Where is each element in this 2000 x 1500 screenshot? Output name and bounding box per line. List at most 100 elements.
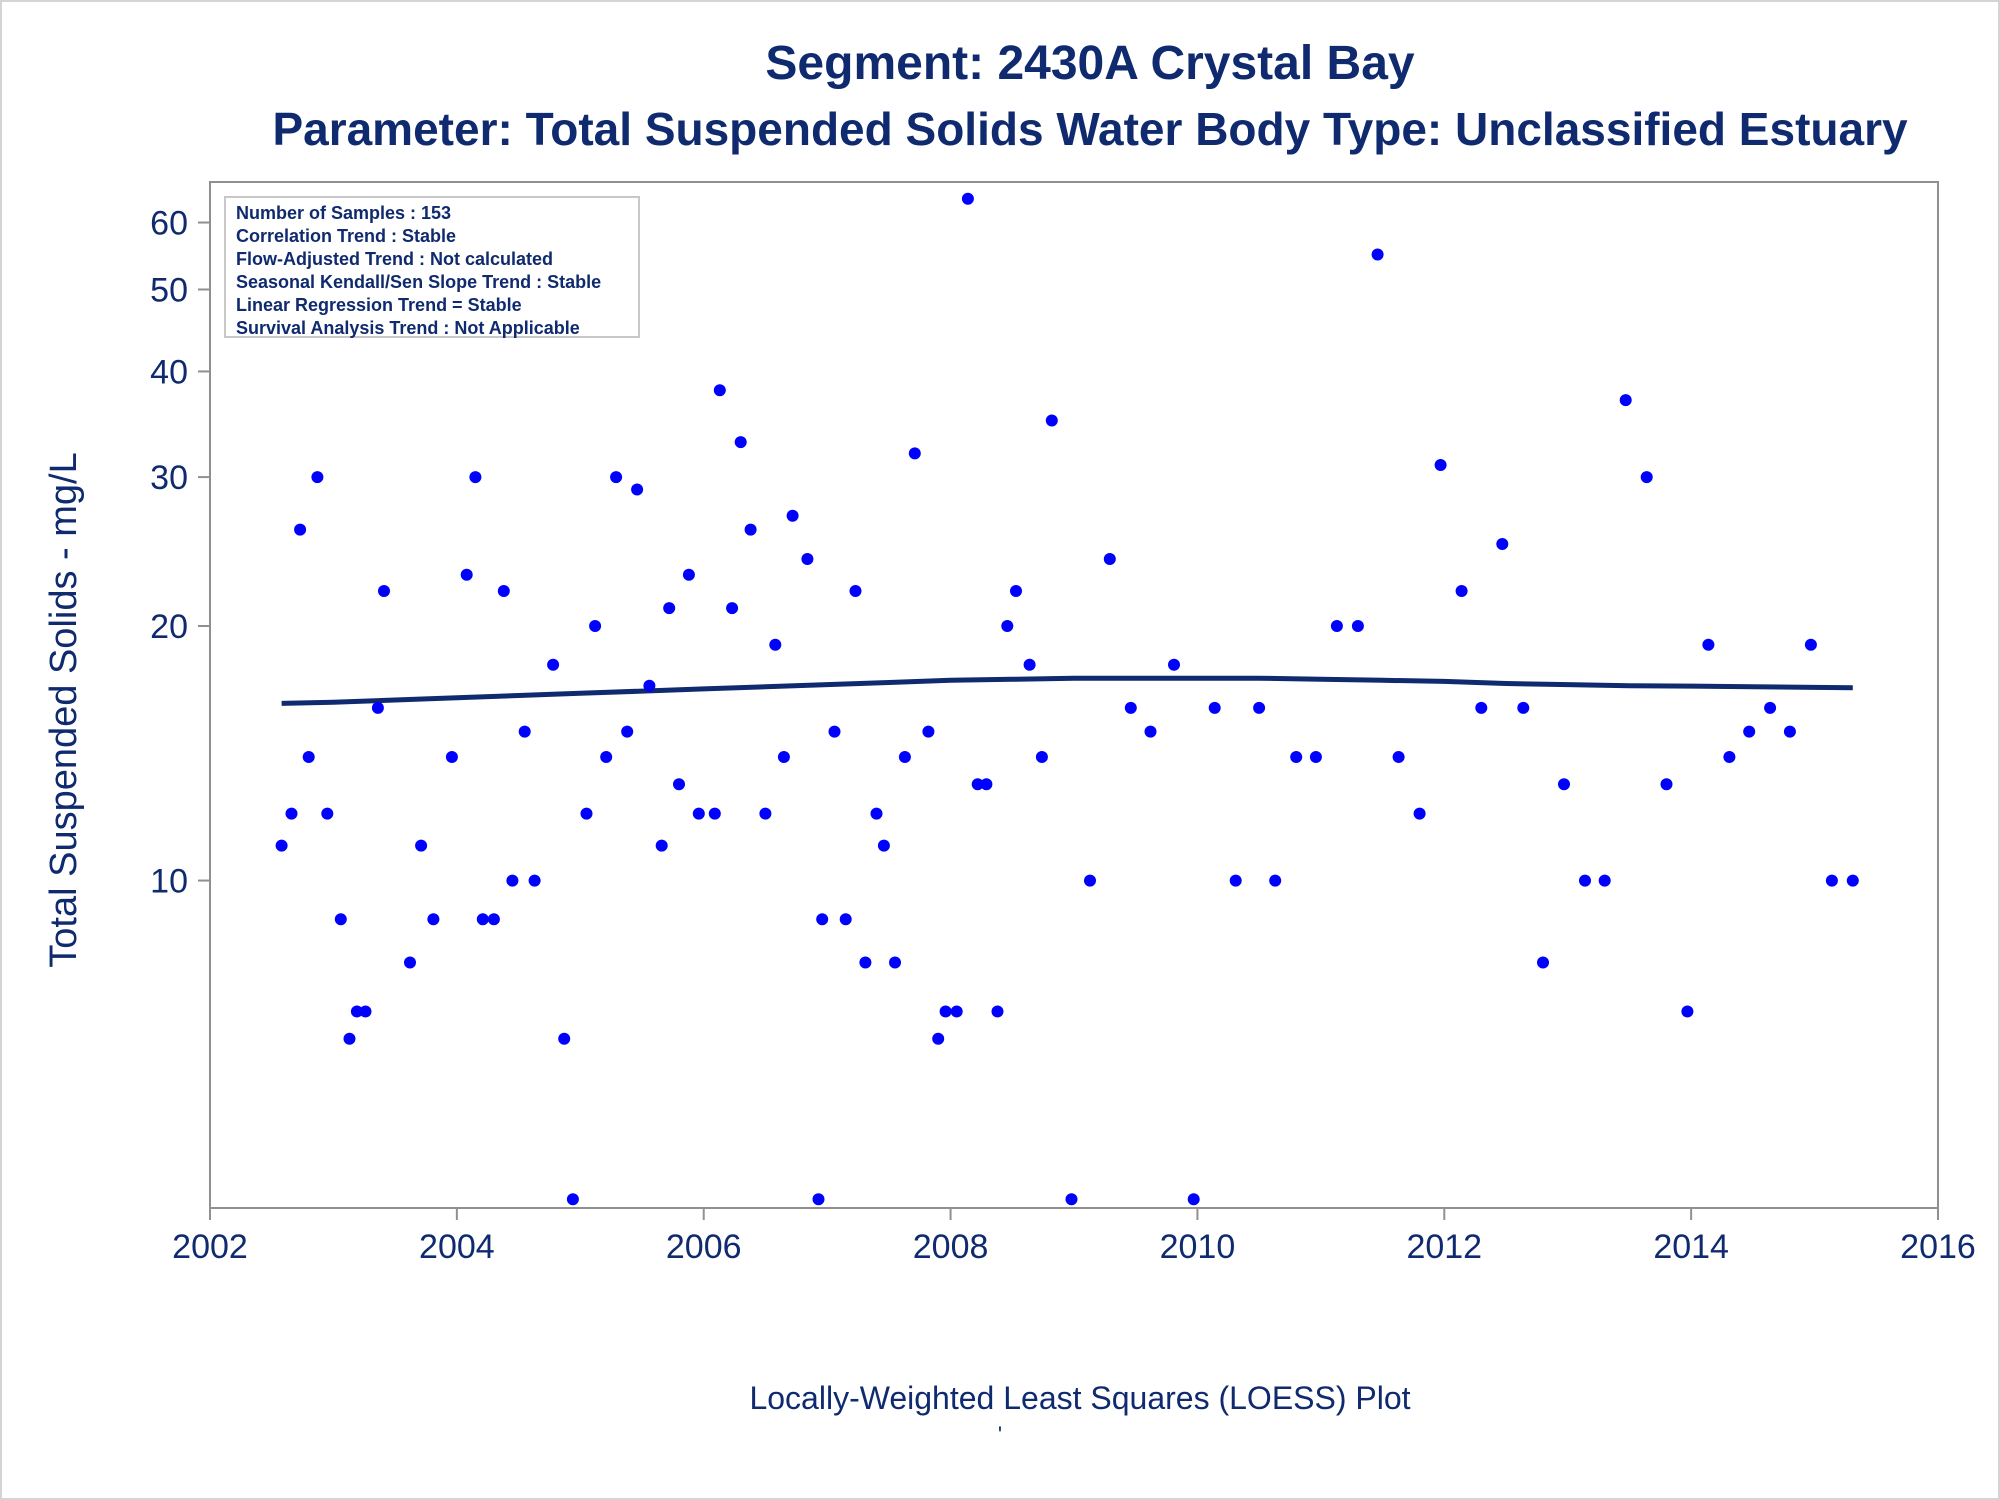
data-point-7 (343, 1032, 356, 1045)
data-point-18 (469, 471, 482, 484)
data-point-76 (1103, 553, 1116, 565)
data-point-75 (1084, 874, 1096, 887)
data-point-77 (1124, 701, 1137, 714)
data-point-61 (922, 725, 935, 738)
stat-flow-adjusted-trend: Flow-Adjusted Trend : Not calculated (236, 249, 554, 269)
data-point-66 (971, 778, 984, 791)
x-axis-label: Locally-Weighted Least Squares (LOESS) P… (749, 1380, 1411, 1416)
data-point-69 (1001, 620, 1014, 632)
data-point-98 (1558, 778, 1570, 791)
data-point-112 (1846, 874, 1859, 887)
stat-seasonal-kendall-trend: Seasonal Kendall/Sen Slope Trend : Stabl… (236, 272, 602, 292)
data-point-68 (991, 1005, 1004, 1018)
data-point-105 (1702, 638, 1715, 651)
x-tick-label-2006: 2006 (666, 1228, 742, 1266)
stat-number-of-samples: Number of Samples : 153 (236, 203, 452, 223)
trend-stats-box: Number of Samples : 153 Correlation Tren… (224, 196, 640, 338)
data-point-82 (1229, 874, 1242, 887)
data-point-111 (1825, 874, 1838, 887)
y-tick-label-40: 40 (150, 353, 188, 391)
data-point-87 (1330, 620, 1343, 632)
data-point-92 (1434, 459, 1447, 471)
data-point-103 (1660, 778, 1673, 791)
data-point-88 (1351, 620, 1364, 632)
stat-correlation-trend: Correlation Trend : Stable (236, 226, 457, 246)
data-point-59 (898, 751, 911, 763)
data-point-90 (1392, 751, 1405, 763)
x-tick-label-2016: 2016 (1900, 1228, 1976, 1266)
data-point-50 (812, 1193, 825, 1206)
data-point-110 (1804, 638, 1817, 651)
data-point-99 (1579, 874, 1591, 887)
x-tick-label-2002: 2002 (172, 1228, 248, 1266)
data-point-5 (321, 807, 334, 820)
loess-trend-line (281, 675, 1853, 706)
data-point-44 (744, 523, 757, 536)
data-point-14 (427, 913, 440, 926)
data-point-84 (1269, 874, 1282, 887)
x-tick-label-2010: 2010 (1160, 1228, 1236, 1266)
data-point-64 (950, 1005, 963, 1018)
data-point-20 (487, 913, 500, 926)
y-tick-label-50: 50 (150, 271, 188, 309)
data-point-100 (1598, 874, 1611, 887)
data-point-29 (589, 620, 602, 632)
data-point-86 (1309, 751, 1322, 763)
data-point-43 (734, 436, 747, 449)
data-point-63 (939, 1005, 952, 1018)
data-point-3 (302, 751, 315, 763)
data-point-0 (275, 839, 288, 852)
data-point-53 (839, 913, 852, 926)
y-tick-label-30: 30 (150, 459, 188, 497)
data-point-67 (980, 778, 993, 791)
data-point-21 (497, 585, 510, 597)
data-point-95 (1496, 538, 1509, 550)
y-tick-label-10: 10 (150, 863, 188, 901)
data-point-6 (334, 913, 347, 926)
data-point-26 (558, 1032, 571, 1045)
data-point-36 (663, 602, 676, 615)
data-point-16 (445, 751, 458, 763)
data-point-108 (1764, 701, 1777, 714)
data-point-107 (1743, 725, 1756, 738)
data-point-35 (655, 839, 668, 852)
data-point-30 (600, 751, 613, 763)
data-point-54 (849, 585, 862, 597)
data-point-48 (786, 509, 799, 522)
x-tick-label-2004: 2004 (419, 1228, 495, 1266)
data-point-22 (506, 874, 519, 887)
y-axis-label: Total Suspended Solids - mg/L (43, 452, 85, 967)
data-point-31 (610, 471, 623, 484)
x-tick-label-2012: 2012 (1406, 1228, 1482, 1266)
data-point-96 (1517, 701, 1530, 714)
data-point-71 (1023, 658, 1036, 671)
chart-subtitle: Parameter: Total Suspended Solids Water … (272, 103, 1908, 155)
data-point-4 (311, 471, 324, 484)
data-point-106 (1723, 751, 1736, 763)
chart-title: Segment: 2430A Crystal Bay (765, 37, 1415, 90)
data-point-1 (285, 807, 298, 820)
data-point-8 (350, 1005, 363, 1018)
data-point-74 (1065, 1193, 1078, 1206)
data-point-57 (877, 839, 890, 852)
plot-area-border (209, 181, 1939, 1209)
data-point-2 (294, 523, 307, 536)
data-point-38 (682, 568, 695, 581)
data-point-49 (801, 553, 814, 565)
data-point-25 (547, 658, 560, 671)
data-point-33 (631, 483, 644, 496)
data-point-56 (870, 807, 883, 820)
data-point-73 (1045, 414, 1058, 427)
data-point-24 (528, 874, 541, 887)
data-point-17 (460, 568, 473, 581)
data-point-10 (371, 701, 384, 714)
stat-survival-analysis-trend: Survival Analysis Trend : Not Applicable (236, 318, 580, 338)
data-point-11 (378, 585, 390, 597)
footnote-mark: ' (997, 1422, 1003, 1447)
data-point-91 (1413, 807, 1426, 820)
data-point-41 (713, 384, 726, 397)
data-point-51 (816, 913, 829, 926)
data-point-9 (359, 1005, 372, 1018)
data-point-83 (1253, 701, 1266, 714)
